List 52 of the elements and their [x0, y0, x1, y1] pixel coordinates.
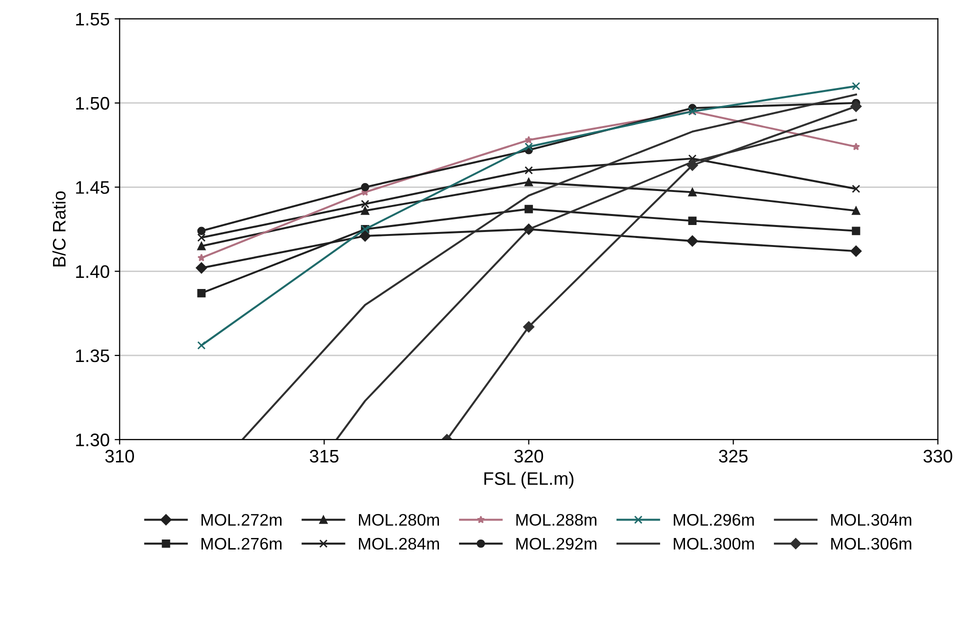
- point: [850, 245, 862, 257]
- y-tick-label: 1.50: [76, 96, 110, 110]
- legend-label: MOL.304m: [831, 514, 912, 526]
- y-tick-label: 1.30: [76, 434, 110, 446]
- point: [524, 142, 533, 151]
- point: [686, 235, 698, 247]
- y-axis-title: B/C Ratio: [52, 191, 66, 266]
- y-tick-label: 1.40: [76, 265, 110, 278]
- x-tick-label: 310: [105, 450, 134, 463]
- line-series: [241, 94, 858, 440]
- point: [196, 262, 208, 274]
- x-tick-label: 315: [310, 450, 338, 463]
- point: [688, 216, 697, 225]
- legend-label: MOL.280m: [358, 514, 439, 526]
- point: [852, 184, 860, 193]
- point: [197, 289, 206, 298]
- point: [197, 341, 206, 350]
- point: [197, 254, 206, 262]
- point: [688, 154, 697, 163]
- point: [524, 136, 533, 144]
- point: [850, 100, 862, 112]
- legend-label: MOL.296m: [674, 514, 754, 526]
- legend-label: MOL.276m: [202, 538, 282, 550]
- y-tick-label: 1.35: [76, 349, 110, 362]
- point: [197, 233, 206, 242]
- point: [852, 226, 860, 236]
- y-tick-label: 1.45: [76, 181, 110, 194]
- legend-label: MOL.288m: [516, 514, 596, 526]
- x-axis-title: FSL (EL.m): [484, 472, 574, 489]
- legend-label: MOL.292m: [516, 538, 596, 550]
- y-tick-label: 1.55: [76, 12, 110, 26]
- point: [524, 166, 533, 174]
- x-tick-label: 320: [514, 450, 544, 463]
- x-tick-label: 325: [718, 450, 748, 463]
- point: [852, 206, 860, 215]
- point: [852, 82, 860, 90]
- point: [688, 188, 697, 196]
- point: [524, 204, 533, 214]
- point: [524, 178, 533, 186]
- point: [523, 321, 534, 332]
- point: [360, 182, 370, 192]
- x-tick-label: 330: [923, 450, 952, 463]
- legend-label: MOL.306m: [831, 538, 912, 550]
- legend-label: MOL.272m: [202, 514, 282, 526]
- point: [197, 242, 206, 250]
- point: [360, 206, 370, 215]
- point: [852, 142, 860, 150]
- point: [686, 160, 698, 171]
- point: [360, 200, 370, 208]
- point: [197, 226, 206, 236]
- legend-label: MOL.300m: [674, 538, 754, 550]
- legend-label: MOL.284m: [358, 538, 439, 550]
